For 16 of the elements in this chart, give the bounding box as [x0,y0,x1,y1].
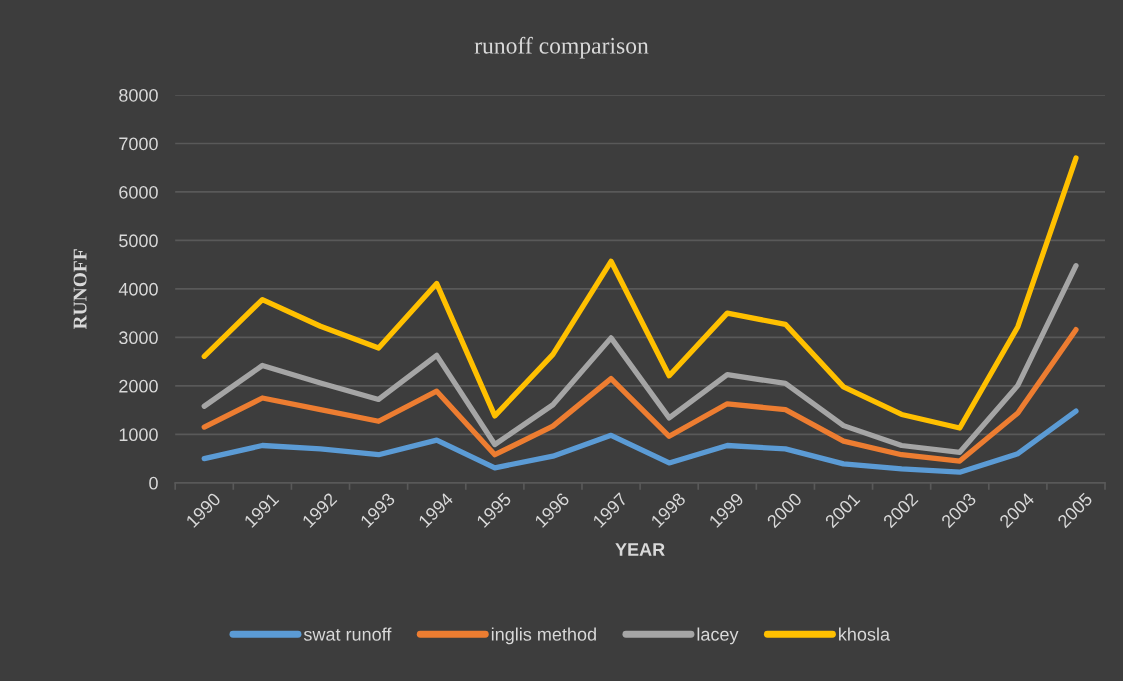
y-tick-label: 0 [149,476,158,490]
legend-label: khosla [839,627,891,641]
y-tick-label: 4000 [118,282,158,296]
chart-title: runoff comparison [474,36,649,59]
y-tick-label: 2000 [119,379,158,393]
y-tick-label: 6000 [119,185,158,199]
y-tick-label: 3000 [119,331,158,345]
y-tick-label: 8000 [119,88,158,102]
y-tick-label: 1000 [119,428,158,442]
x-axis-title: YEAR [615,543,665,556]
y-tick-label: 5000 [119,234,158,248]
legend-label: swat runoff [303,627,392,641]
legend-label: inglis method [491,627,596,645]
y-tick-label: 7000 [119,137,158,151]
legend-label: lacey [697,627,739,645]
y-axis-title: RUNOFF [73,249,87,330]
